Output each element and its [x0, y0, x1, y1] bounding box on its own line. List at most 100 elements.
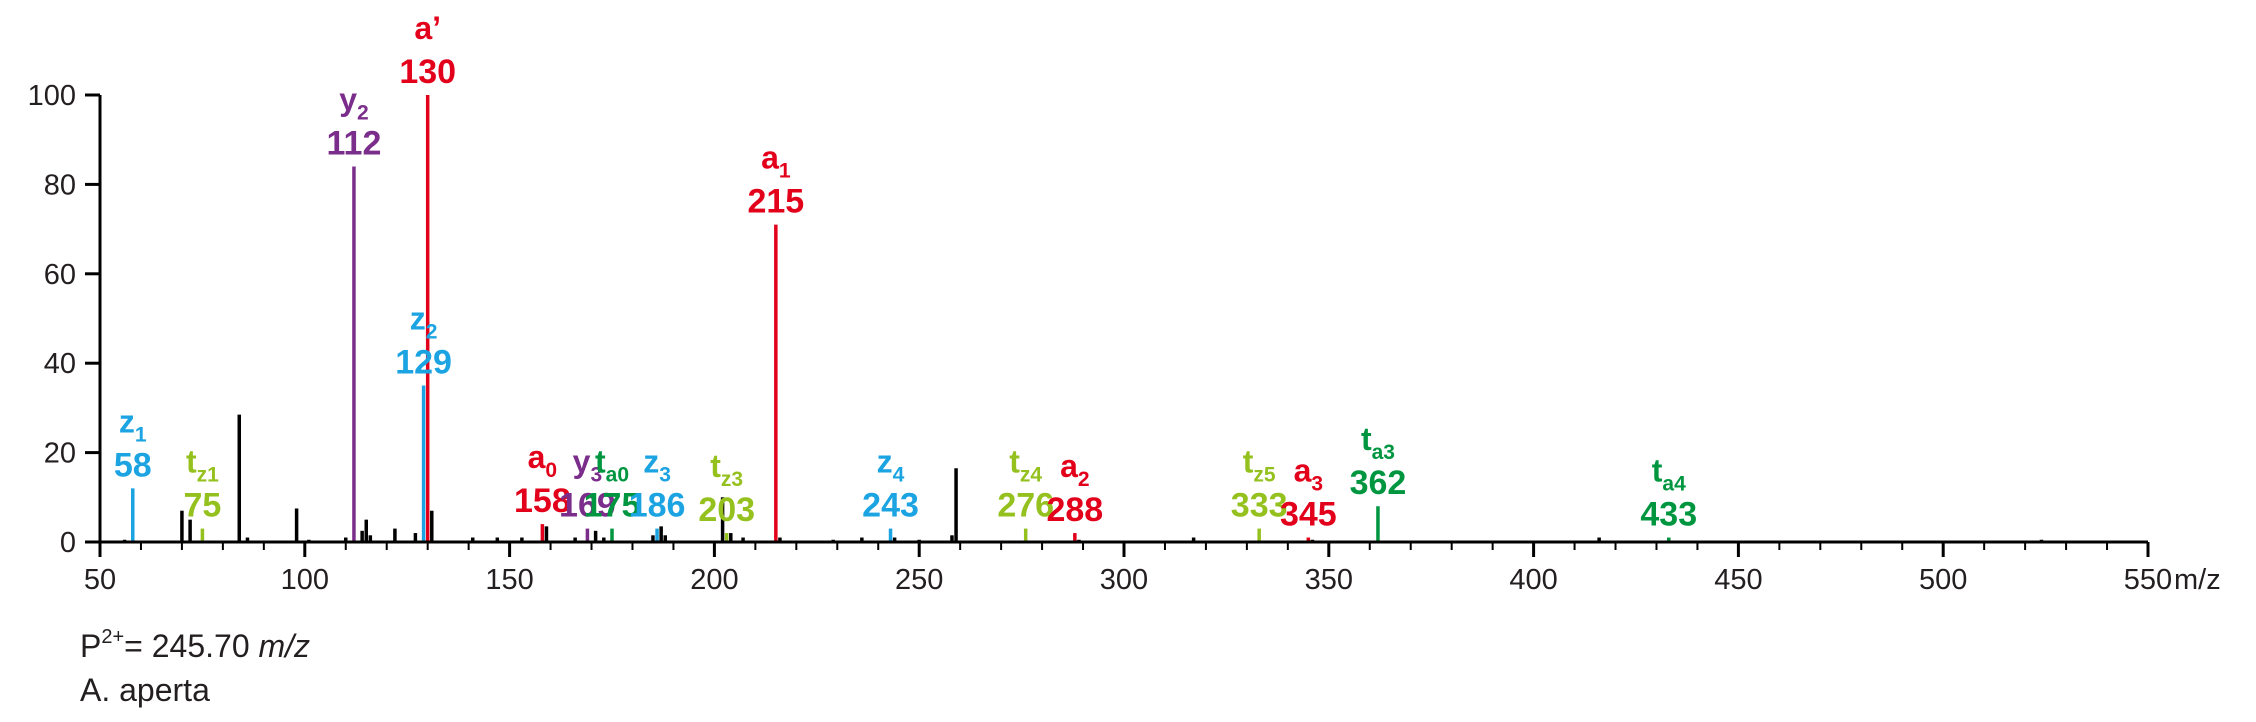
- ion-letter: t: [1361, 421, 1372, 457]
- ion-name-label: ta4: [1652, 453, 1686, 496]
- ion-mz-label: 129: [395, 344, 452, 382]
- ion-subscript: z4: [1020, 464, 1043, 487]
- x-tick-label: 200: [690, 564, 738, 596]
- ion-subscript: a4: [1662, 473, 1686, 496]
- ion-subscript: z1: [197, 464, 220, 487]
- ion-mz-label: 345: [1280, 496, 1337, 534]
- x-tick-label: 500: [1919, 564, 1967, 596]
- ion-subscript: 3: [590, 464, 602, 487]
- ion-label-z-243: 243 z4: [862, 444, 919, 525]
- ion-subscript: 2: [1078, 468, 1090, 491]
- ion-letter: a: [528, 439, 546, 475]
- y-tick-label: 100: [28, 80, 76, 112]
- ion-subscript: z5: [1253, 464, 1276, 487]
- ion-subscript: 2: [426, 321, 438, 344]
- ion-mz-label: 130: [399, 53, 456, 91]
- ion-labels-layer: 58z175tz1112y2129z2130a’158a0169y3175ta0…: [114, 10, 1697, 534]
- ion-name-label: y3: [573, 444, 602, 487]
- ion-name-label: tz3: [710, 448, 743, 491]
- ion-letter: z: [119, 403, 135, 439]
- y-tick-label: 0: [60, 527, 76, 559]
- ion-subscript: 2: [357, 102, 369, 125]
- precursor-unit: m/z: [258, 628, 311, 664]
- ion-letter: t: [1652, 453, 1663, 489]
- x-tick-label: 450: [1714, 564, 1762, 596]
- ion-mz-label: 288: [1046, 491, 1103, 529]
- ion-name-label: z2: [410, 301, 438, 344]
- ion-letter: z: [410, 301, 426, 337]
- ion-name-label: a3: [1294, 453, 1323, 496]
- ion-name-label: a’: [414, 10, 441, 46]
- y-tick-label: 40: [44, 348, 76, 380]
- ion-letter: z: [877, 444, 893, 480]
- ion-name-label: a1: [761, 140, 791, 183]
- x-tick-label: 300: [1100, 564, 1148, 596]
- ion-name-label: ta0: [595, 444, 629, 487]
- ion-label-y-112: 112 y2: [327, 82, 382, 163]
- ion-letter: t: [186, 444, 197, 480]
- precursor-prefix: P: [80, 628, 102, 664]
- ion-letter: t: [595, 444, 606, 480]
- precursor-charge: 2+: [101, 626, 125, 648]
- ion-subscript: 0: [545, 459, 557, 482]
- ion-subscript: 3: [659, 464, 671, 487]
- x-tick-label: 50: [84, 564, 116, 596]
- ion-subscript: 4: [893, 464, 905, 487]
- ion-letter: y: [573, 444, 591, 480]
- ion-letter: z: [643, 444, 659, 480]
- ion-mz-label: 215: [747, 183, 804, 221]
- ion-mz-label: 276: [997, 487, 1054, 525]
- ion-letter: y: [339, 82, 357, 118]
- ion-name-label: a0: [528, 439, 557, 482]
- ion-letter: t: [710, 448, 721, 484]
- ion-mz-label: 433: [1640, 496, 1697, 534]
- ion-mz-label: 203: [698, 491, 755, 529]
- ion-name-label: ta3: [1361, 421, 1395, 464]
- peaks-layer: [122, 95, 2044, 542]
- ion-subscript: 1: [135, 423, 147, 446]
- ion-subscript: z3: [721, 468, 743, 491]
- precursor-caption: P2+= 245.70 m/z: [80, 626, 310, 665]
- ion-mz-label: 362: [1350, 464, 1407, 502]
- x-tick-label: 150: [485, 564, 533, 596]
- ion-mz-label: 169: [559, 487, 616, 525]
- ion-letter: t: [1009, 444, 1020, 480]
- x-tick-label: 350: [1305, 564, 1353, 596]
- ion-name-label: z3: [643, 444, 671, 487]
- ion-name-label: tz5: [1243, 444, 1276, 487]
- ion-mz-label: 75: [183, 487, 221, 525]
- y-tick-label: 80: [44, 169, 76, 201]
- precursor-value: = 245.70: [124, 628, 259, 664]
- ion-mz-label: 186: [629, 487, 686, 525]
- ion-mz-label: 333: [1231, 487, 1288, 525]
- ion-mz-label: 112: [327, 125, 382, 163]
- ion-name-label: tz1: [186, 444, 219, 487]
- ion-mz-label: 58: [114, 446, 152, 484]
- ion-letter: a’: [414, 10, 441, 46]
- ion-name-label: tz4: [1009, 444, 1042, 487]
- x-tick-label: 250: [895, 564, 943, 596]
- ion-letter: a: [761, 140, 779, 176]
- ion-subscript: 1: [779, 160, 791, 183]
- x-tick-label: 550: [2124, 564, 2172, 596]
- ion-label-z-58: 58 z1: [114, 403, 152, 484]
- ion-mz-label: 243: [862, 487, 919, 525]
- ion-mz-label: 175: [584, 487, 641, 525]
- ion-subscript: 3: [1311, 473, 1323, 496]
- ion-letter: t: [1243, 444, 1254, 480]
- ion-letter: a: [1060, 448, 1078, 484]
- x-tick-label: 100: [281, 564, 329, 596]
